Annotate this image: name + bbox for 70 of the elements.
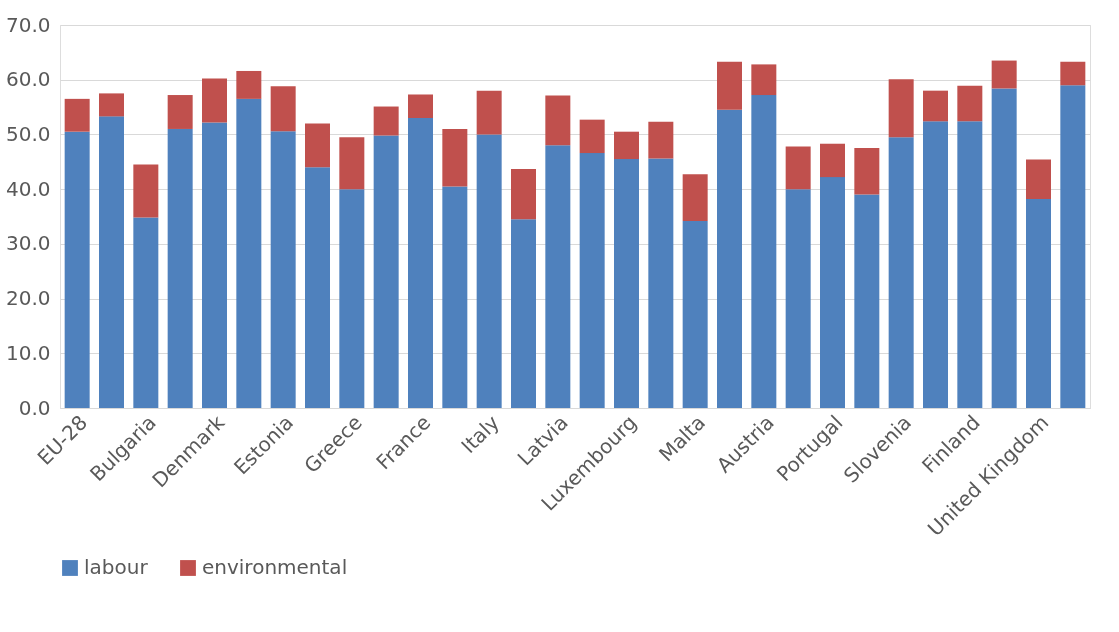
bar	[957, 85, 983, 122]
bar	[682, 220, 708, 408]
legend-label: labour	[84, 555, 149, 579]
bar	[751, 95, 777, 408]
bar	[99, 93, 124, 117]
bar	[64, 98, 90, 132]
bar	[236, 70, 262, 99]
bar	[99, 116, 124, 408]
bar	[648, 158, 674, 408]
bar	[476, 90, 502, 135]
bar	[339, 189, 365, 408]
bar	[854, 148, 880, 195]
y-tick-label: 30.0	[5, 231, 51, 256]
bar	[476, 134, 502, 408]
bar	[236, 98, 262, 408]
bar	[373, 135, 399, 408]
bar	[648, 121, 674, 159]
bar	[785, 189, 811, 408]
bar	[957, 121, 983, 408]
bar	[923, 121, 948, 408]
y-tick-label: 60.0	[5, 67, 51, 92]
bar	[888, 79, 914, 138]
bar	[442, 186, 468, 408]
bar	[579, 153, 605, 408]
bar	[167, 128, 193, 408]
bar	[1060, 85, 1086, 408]
bar	[545, 95, 571, 146]
bar	[717, 109, 742, 408]
bar	[64, 131, 90, 408]
bar	[545, 145, 571, 408]
bar	[442, 128, 468, 187]
bar	[305, 167, 330, 408]
y-tick-label: 10.0	[5, 340, 51, 365]
bar	[717, 61, 742, 110]
y-tick-label: 50.0	[5, 121, 51, 146]
bar	[270, 131, 296, 408]
bar	[614, 131, 639, 160]
bar	[785, 146, 811, 190]
bar	[408, 118, 433, 408]
bar	[511, 168, 536, 220]
bar	[991, 88, 1017, 408]
bar	[167, 95, 193, 129]
bar	[1026, 159, 1051, 199]
bar	[339, 137, 365, 190]
bar	[511, 219, 536, 408]
bar	[1060, 61, 1086, 86]
legend-label: environmental	[202, 555, 348, 579]
bar	[270, 86, 296, 132]
bar	[1026, 198, 1051, 408]
y-tick-label: 70.0	[5, 12, 51, 37]
bar	[305, 123, 330, 168]
y-tick-label: 40.0	[5, 176, 51, 201]
bar	[133, 164, 159, 218]
bar	[751, 64, 777, 96]
bar	[579, 119, 605, 154]
bar	[854, 194, 880, 408]
bar	[614, 159, 639, 408]
bar	[682, 174, 708, 221]
bar	[133, 217, 159, 408]
bar	[202, 78, 227, 123]
bar	[820, 177, 845, 408]
y-tick-label: 0.0	[18, 395, 51, 420]
bar	[408, 94, 433, 119]
bar	[923, 90, 948, 122]
bar	[373, 106, 399, 136]
bar	[820, 143, 845, 178]
bar	[202, 122, 227, 408]
bar	[888, 137, 914, 408]
y-tick-label: 20.0	[5, 286, 51, 311]
bar	[991, 60, 1017, 89]
